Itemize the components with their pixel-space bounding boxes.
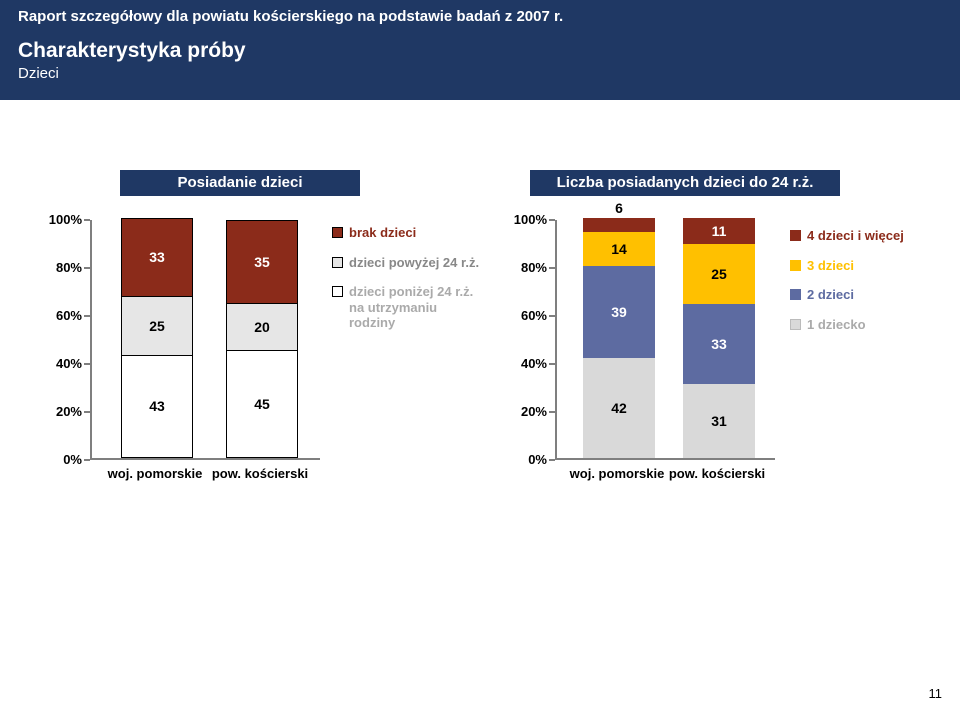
legend-swatch (332, 227, 343, 238)
bar-segment: 43 (121, 355, 193, 458)
y-tick-label: 40% (507, 356, 547, 371)
bar-column: 45 20 35 (226, 218, 298, 458)
y-tick-label: 100% (42, 212, 82, 227)
y-tick-mark (549, 219, 555, 221)
y-tick-mark (549, 411, 555, 413)
bar-segment: 14 (583, 232, 655, 265)
bar-segment: 20 (226, 303, 298, 351)
bar-value-label: 33 (683, 336, 755, 352)
y-tick-label: 20% (507, 404, 547, 419)
x-category-label: pow. kościerski (662, 466, 772, 481)
bar-value-label: 43 (122, 398, 192, 414)
report-line: Raport szczegółowy dla powiatu kościersk… (18, 8, 942, 39)
y-tick-label: 80% (507, 260, 547, 275)
y-tick-label: 100% (507, 212, 547, 227)
section-title: Charakterystyka próby (18, 39, 942, 63)
bar-segment: 31 (683, 384, 755, 458)
y-tick-mark (549, 459, 555, 461)
y-tick-mark (84, 459, 90, 461)
bar-value-label: 45 (227, 396, 297, 412)
legend-label: brak dzieci (349, 225, 416, 241)
legend-swatch (790, 319, 801, 330)
chart-right-legend: 4 dzieci i więcej 3 dzieci 2 dzieci 1 dziec… (790, 228, 930, 346)
page-number: 11 (929, 686, 943, 701)
legend-label: dzieci powyżej 24 r.ż. (349, 255, 479, 271)
bar-segment: 45 (226, 350, 298, 458)
x-category-label: woj. pomorskie (562, 466, 672, 481)
chart-left-title: Posiadanie dzieci (120, 170, 360, 196)
legend-swatch (790, 260, 801, 271)
y-tick-mark (84, 219, 90, 221)
bar-value-label: 31 (683, 413, 755, 429)
x-category-label: pow. kościerski (205, 466, 315, 481)
bar-value-label: 14 (583, 241, 655, 257)
legend-swatch (332, 257, 343, 268)
bar-segment: 33 (121, 218, 193, 297)
y-tick-mark (549, 363, 555, 365)
section-subtitle: Dzieci (18, 65, 942, 82)
bar-segment: 39 (583, 266, 655, 359)
bar-segment: 11 (683, 218, 755, 244)
legend-swatch (790, 230, 801, 241)
bar-column: 31 33 25 11 (683, 218, 755, 458)
legend-swatch (332, 286, 343, 297)
bar-value-label: 6 (583, 200, 655, 216)
bar-value-label: 25 (122, 318, 192, 334)
bar-value-label: 11 (683, 223, 755, 239)
y-tick-mark (84, 267, 90, 269)
chart-right-plot: 42 39 14 6 31 33 25 11 (555, 220, 775, 460)
x-category-label: woj. pomorskie (100, 466, 210, 481)
bar-value-label: 35 (227, 254, 297, 270)
bar-value-label: 42 (583, 400, 655, 416)
chart-left-plot: 43 25 33 45 20 35 (90, 220, 320, 460)
legend-label: 3 dzieci (807, 258, 854, 274)
legend-item: 1 dziecko (790, 317, 930, 333)
bar-column: 43 25 33 (121, 218, 193, 458)
y-tick-label: 60% (507, 308, 547, 323)
y-tick-mark (549, 315, 555, 317)
chart-left-title-text: Posiadanie dzieci (177, 174, 302, 191)
bar-column: 42 39 14 6 (583, 218, 655, 458)
y-tick-mark (84, 411, 90, 413)
chart-left-legend: brak dzieci dzieci powyżej 24 r.ż. dzieci … (332, 225, 482, 345)
legend-item: 3 dzieci (790, 258, 930, 274)
legend-label: 4 dzieci i więcej (807, 228, 904, 244)
bar-segment: 25 (683, 244, 755, 304)
y-tick-label: 40% (42, 356, 82, 371)
y-tick-label: 80% (42, 260, 82, 275)
y-tick-label: 0% (507, 452, 547, 467)
bar-segment: 33 (683, 304, 755, 383)
bar-segment: 35 (226, 220, 298, 304)
bar-value-label: 20 (227, 319, 297, 335)
y-tick-mark (84, 315, 90, 317)
y-tick-mark (84, 363, 90, 365)
legend-item: 2 dzieci (790, 287, 930, 303)
bar-segment: 42 (583, 358, 655, 458)
legend-swatch (790, 289, 801, 300)
legend-label: dzieci poniżej 24 r.ż. na utrzymaniu rod… (349, 284, 482, 331)
y-tick-label: 0% (42, 452, 82, 467)
bar-value-label: 33 (122, 249, 192, 265)
bar-value-label: 39 (583, 304, 655, 320)
header-band: Raport szczegółowy dla powiatu kościersk… (0, 0, 960, 100)
y-tick-mark (549, 267, 555, 269)
legend-item: brak dzieci (332, 225, 482, 241)
legend-item: dzieci poniżej 24 r.ż. na utrzymaniu rod… (332, 284, 482, 331)
chart-right-title: Liczba posiadanych dzieci do 24 r.ż. (530, 170, 840, 196)
bar-segment: 6 (583, 218, 655, 232)
bar-value-label: 25 (683, 266, 755, 282)
legend-item: 4 dzieci i więcej (790, 228, 930, 244)
legend-label: 1 dziecko (807, 317, 866, 333)
legend-label: 2 dzieci (807, 287, 854, 303)
y-tick-label: 20% (42, 404, 82, 419)
chart-right-title-text: Liczba posiadanych dzieci do 24 r.ż. (557, 174, 814, 191)
legend-item: dzieci powyżej 24 r.ż. (332, 255, 482, 271)
y-tick-label: 60% (42, 308, 82, 323)
bar-segment: 25 (121, 296, 193, 356)
